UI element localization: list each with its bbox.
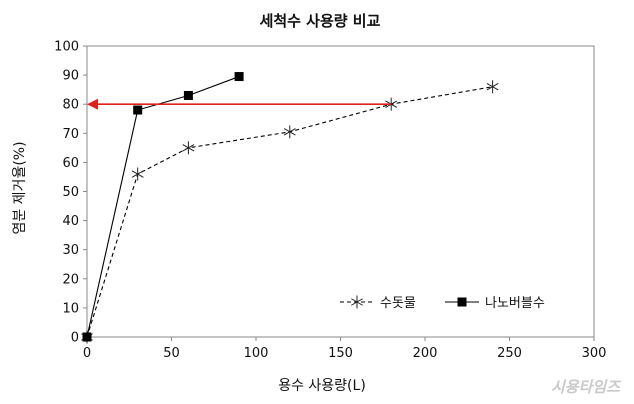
series-line-2	[86, 76, 240, 338]
plot-area-frame	[86, 45, 595, 338]
x-axis: 0 50 100 150 200 250 300	[83, 337, 607, 361]
x-tick-label: 150	[328, 346, 353, 361]
series-1-point	[131, 167, 144, 181]
y-axis: 0 10 20 30 40 50 60 70 80 90 100	[54, 40, 87, 346]
asterisk-stroke	[131, 170, 144, 178]
series-line-1	[86, 86, 493, 338]
watermark: 시용타임즈	[551, 378, 622, 396]
y-tick-label: 30	[62, 243, 79, 258]
x-tick-label: 0	[83, 346, 91, 361]
x-tick-label: 300	[582, 346, 607, 361]
asterisk-stroke	[351, 298, 363, 306]
y-tick-label: 40	[62, 214, 79, 229]
x-tick-label: 50	[163, 346, 180, 361]
legend-marker	[351, 295, 363, 309]
y-axis-title: 염분 제거율(%)	[12, 141, 28, 234]
x-axis-title: 용수 사용량(L)	[278, 378, 366, 394]
series-1-point	[182, 141, 195, 155]
y-tick-label: 90	[62, 69, 79, 84]
series-2-point	[183, 90, 193, 100]
y-tick-label: 80	[62, 98, 79, 113]
annotation-arrow-head	[87, 98, 98, 110]
y-tick-label: 50	[62, 185, 79, 200]
asterisk-stroke	[486, 83, 499, 91]
x-tick-label: 250	[497, 346, 522, 361]
annotation-layer	[87, 98, 392, 110]
y-tick-label: 20	[62, 272, 79, 287]
series-1-point	[486, 80, 499, 94]
y-tick-label: 100	[54, 40, 79, 55]
legend: 수돗물 나노버블수	[340, 295, 545, 311]
legend-label: 수돗물	[380, 296, 416, 311]
y-tick-label: 10	[62, 301, 79, 316]
series-2-point	[82, 332, 92, 342]
series-2-point	[133, 105, 143, 115]
x-tick-label: 200	[413, 346, 438, 361]
legend-marker	[457, 297, 467, 307]
series-1-point	[283, 125, 296, 139]
y-tick-label: 70	[62, 127, 79, 142]
y-tick-label: 60	[62, 156, 79, 171]
asterisk-stroke	[283, 128, 296, 136]
y-tick-label: 0	[71, 331, 79, 346]
legend-label: 나노버블수	[485, 296, 545, 311]
chart-title: 세척수 사용량 비교	[260, 12, 381, 30]
series-2-point	[234, 72, 244, 82]
asterisk-stroke	[182, 144, 195, 152]
x-tick-label: 100	[244, 346, 269, 361]
series-layer	[81, 72, 499, 344]
